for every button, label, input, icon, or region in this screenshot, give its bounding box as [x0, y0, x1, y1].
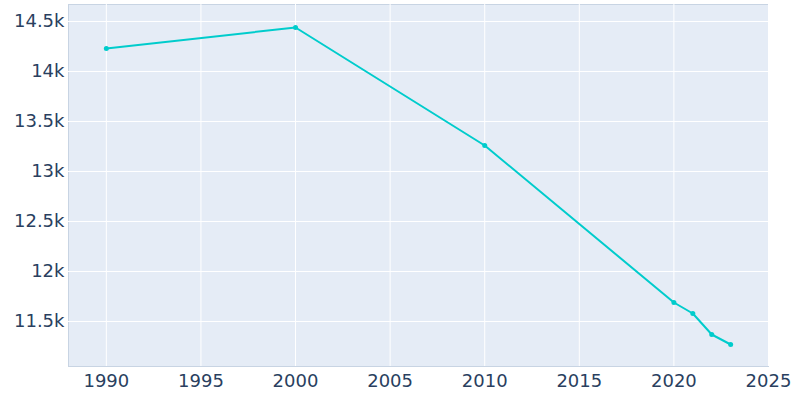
svg-text:14.5k: 14.5k: [14, 10, 65, 31]
svg-text:14k: 14k: [31, 60, 65, 81]
svg-text:12k: 12k: [31, 260, 65, 281]
svg-text:12.5k: 12.5k: [14, 210, 65, 231]
svg-text:2000: 2000: [273, 370, 319, 391]
svg-text:2020: 2020: [651, 370, 697, 391]
svg-text:2010: 2010: [462, 370, 508, 391]
svg-text:13.5k: 13.5k: [14, 110, 65, 131]
svg-text:2025: 2025: [746, 370, 792, 391]
svg-text:11.5k: 11.5k: [14, 310, 65, 331]
svg-text:13k: 13k: [31, 160, 65, 181]
svg-text:2015: 2015: [556, 370, 602, 391]
svg-text:1995: 1995: [178, 370, 224, 391]
svg-text:1990: 1990: [83, 370, 129, 391]
svg-text:2005: 2005: [367, 370, 413, 391]
